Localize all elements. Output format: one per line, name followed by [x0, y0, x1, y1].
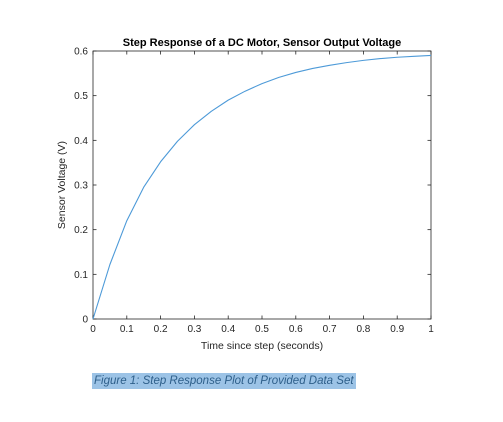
x-tick-label: 0.1 — [120, 324, 134, 335]
x-tick-label: 0 — [90, 324, 96, 335]
y-tick-label: 0.2 — [74, 225, 88, 236]
x-tick-label: 0.8 — [356, 324, 370, 335]
y-tick-label: 0.3 — [74, 181, 88, 192]
y-tick-label: 0.1 — [74, 270, 88, 281]
y-tick-label: 0.5 — [74, 91, 88, 102]
x-tick-label: 1 — [428, 324, 434, 335]
chart-title: Step Response of a DC Motor, Sensor Outp… — [123, 37, 402, 49]
x-axis-title: Time since step (seconds) — [201, 340, 323, 352]
x-tick-label: 0.7 — [323, 324, 337, 335]
y-axis-title: Sensor Voltage (V) — [56, 141, 68, 229]
x-tick-label: 0.6 — [289, 324, 303, 335]
x-tick-label: 0.9 — [390, 324, 404, 335]
x-tick-label: 0.3 — [187, 324, 201, 335]
figure-caption: Figure 1: Step Response Plot of Provided… — [92, 373, 356, 389]
x-tick-label: 0.5 — [255, 324, 269, 335]
y-tick-label: 0.6 — [74, 47, 88, 58]
y-tick-label: 0 — [82, 315, 88, 326]
x-tick-label: 0.2 — [154, 324, 168, 335]
y-tick-label: 0.4 — [74, 136, 88, 147]
plot-area-box — [92, 50, 432, 320]
series-line — [92, 54, 432, 320]
x-tick-label: 0.4 — [221, 324, 235, 335]
